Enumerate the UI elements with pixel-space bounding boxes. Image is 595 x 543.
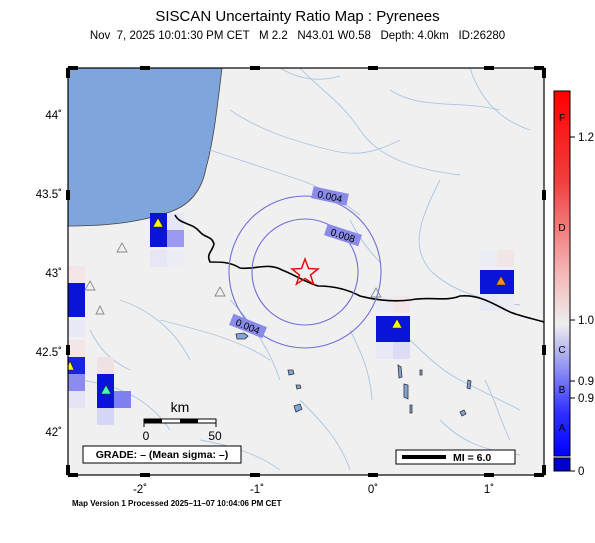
lat-tick: 44˚ — [45, 110, 62, 122]
event-magnitude: M 2.2 — [259, 30, 288, 42]
lat-axis: 44˚ 43.5˚ 43˚ 42.5˚ 42˚ — [36, 110, 62, 439]
colorbar-value: 0 — [578, 466, 584, 478]
contour-label-outer-north: 0.004 — [316, 189, 343, 205]
event-subtitle: Nov 7, 2025 10:01:30 PM CET M 2.2 N43.01… — [0, 30, 595, 42]
uncertainty-cells — [68, 213, 514, 425]
station-inactive-icon — [84, 280, 96, 291]
stations — [68, 217, 507, 395]
lon-tick: 1˚ — [484, 484, 494, 496]
sea-bay-of-biscay — [68, 68, 223, 227]
station-orange-icon — [495, 275, 507, 286]
station-inactive-icon — [116, 242, 128, 253]
colorbar-value: 0.9 — [578, 376, 594, 388]
grade-text: GRADE: – (Mean sigma: –) — [96, 449, 228, 461]
france-spain-border — [174, 214, 544, 323]
station-yellow-icon — [68, 360, 75, 371]
mi-legend: MI = 6.0 — [395, 449, 516, 465]
scale-bar-zero: 0 — [143, 429, 150, 443]
station-yellow-icon — [152, 217, 164, 228]
scale-bar: km 0 50 — [143, 399, 222, 443]
event-datetime: Nov 7, 2025 10:01:30 PM CET — [89, 30, 250, 42]
colorbar-value: 1.0 — [578, 315, 594, 327]
colorbar-grade-b: B — [559, 385, 566, 396]
colorbar-value: 1.2 — [578, 132, 594, 144]
colorbar-grade-c: C — [558, 345, 565, 356]
map-area: 0.004 0.008 0.004 km — [68, 68, 544, 475]
colorbar-gradient — [553, 90, 571, 457]
station-cyan-icon — [100, 384, 112, 395]
colorbar-value: 0.9 — [578, 393, 594, 405]
colorbar: F D C B A 1.2 1.0 0.9 0.9 0 — [553, 90, 594, 478]
lat-tick: 43˚ — [45, 268, 62, 280]
grade-box: GRADE: – (Mean sigma: –) — [82, 445, 242, 464]
event-id: ID:26280 — [458, 30, 506, 42]
station-inactive-icon — [95, 304, 105, 315]
colorbar-grade-f: F — [559, 113, 565, 124]
lon-axis: -2˚ -1˚ 0˚ 1˚ — [133, 484, 494, 496]
colorbar-grade-a: A — [559, 423, 566, 434]
uncertainty-contours — [228, 195, 382, 349]
map-frame — [67, 67, 545, 476]
processing-footer: Map Version 1 Processed 2025–11–07 10:04… — [72, 499, 282, 508]
colorbar-grade-d: D — [558, 223, 565, 234]
mi-legend-text: MI = 6.0 — [453, 452, 491, 464]
map-title: SISCAN Uncertainty Ratio Map : Pyrenees — [155, 8, 440, 25]
colorbar-zero-swatch — [553, 457, 571, 472]
lat-tick: 43.5˚ — [36, 189, 62, 201]
lon-tick: -2˚ — [133, 484, 147, 496]
event-location: N43.01 W0.58 — [297, 30, 371, 42]
scale-bar-unit: km — [171, 399, 190, 415]
lat-tick: 42.5˚ — [36, 347, 62, 359]
frame-ticks — [66, 66, 546, 477]
event-depth: Depth: 4.0km — [380, 30, 449, 42]
station-yellow-icon — [391, 318, 403, 329]
epicenter-star-icon — [289, 256, 321, 286]
lon-tick: 0˚ — [368, 484, 378, 496]
station-inactive-icon — [214, 286, 226, 297]
scale-bar-fifty: 50 — [208, 429, 222, 443]
lat-tick: 42˚ — [45, 427, 62, 439]
station-inactive-icon — [370, 287, 382, 298]
lon-tick: -1˚ — [250, 484, 264, 496]
